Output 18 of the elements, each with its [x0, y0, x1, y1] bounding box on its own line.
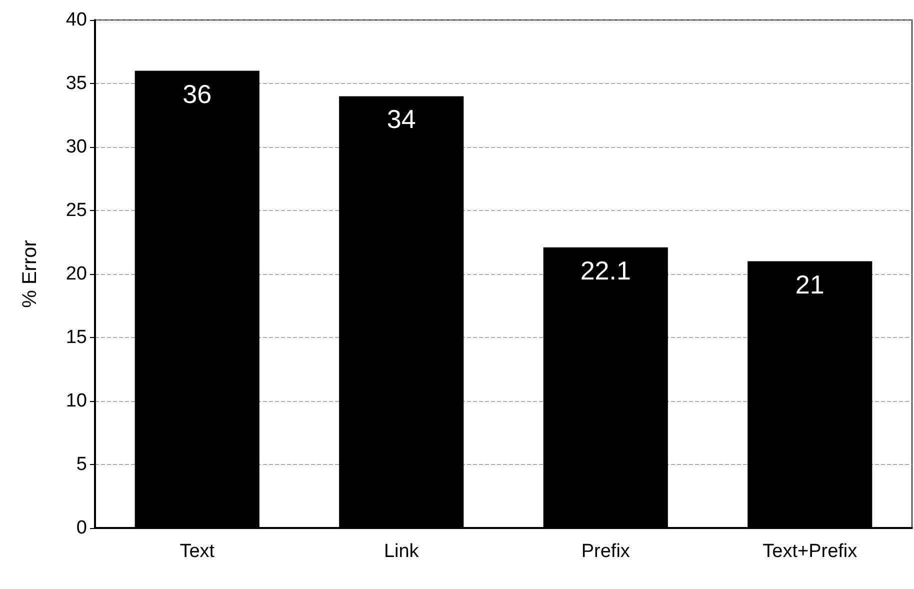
y-axis-title: % Error — [19, 240, 41, 308]
data-label: 21 — [795, 269, 824, 300]
data-label: 22.1 — [580, 255, 631, 286]
x-tick-label: Text — [180, 541, 216, 562]
data-label: 36 — [182, 78, 212, 109]
y-tick-label: 20 — [66, 264, 87, 284]
x-tick-label: Text+Prefix — [762, 541, 858, 562]
x-tick-label: Link — [384, 541, 420, 562]
y-tick-label: 40 — [66, 10, 87, 30]
y-tick-label: 15 — [66, 327, 87, 348]
y-tick-label: 5 — [76, 454, 87, 475]
y-tick-label: 10 — [66, 390, 87, 412]
x-tick-label: Prefix — [581, 541, 630, 562]
y-tick-label: 25 — [66, 200, 87, 221]
y-tick-label: 30 — [66, 136, 87, 158]
y-tick-label: 0 — [76, 518, 87, 538]
data-label: 34 — [386, 104, 416, 134]
y-tick-label: 35 — [66, 73, 87, 94]
